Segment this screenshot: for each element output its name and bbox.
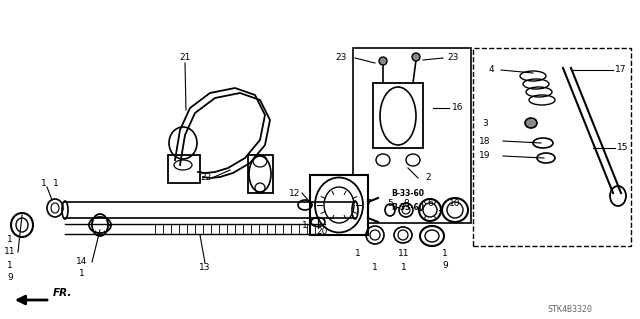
Text: 5: 5 bbox=[387, 198, 393, 207]
Text: 18: 18 bbox=[479, 137, 491, 145]
Text: 10: 10 bbox=[449, 198, 461, 207]
Text: 7: 7 bbox=[365, 198, 371, 207]
Text: 1: 1 bbox=[355, 249, 361, 257]
Text: 1: 1 bbox=[7, 235, 13, 244]
Text: 9: 9 bbox=[442, 261, 448, 270]
Text: 23: 23 bbox=[447, 54, 459, 63]
Ellipse shape bbox=[525, 118, 537, 128]
Text: 19: 19 bbox=[479, 152, 491, 160]
Text: 3: 3 bbox=[482, 118, 488, 128]
Text: B-33-60: B-33-60 bbox=[392, 203, 424, 212]
Bar bbox=[373, 83, 423, 148]
Text: FR.: FR. bbox=[53, 288, 72, 298]
Text: 14: 14 bbox=[76, 257, 88, 266]
Text: 2: 2 bbox=[425, 174, 431, 182]
Bar bbox=[353, 48, 471, 223]
Text: 6: 6 bbox=[427, 198, 433, 207]
Text: 1: 1 bbox=[79, 270, 85, 278]
Ellipse shape bbox=[412, 53, 420, 61]
Text: 1: 1 bbox=[372, 263, 378, 271]
Text: 15: 15 bbox=[617, 144, 628, 152]
Text: 1: 1 bbox=[401, 263, 407, 271]
Text: 20: 20 bbox=[316, 227, 328, 236]
Bar bbox=[248, 155, 273, 193]
Ellipse shape bbox=[379, 57, 387, 65]
Text: 11: 11 bbox=[398, 249, 410, 257]
Text: 1: 1 bbox=[7, 261, 13, 270]
Bar bbox=[168, 155, 200, 183]
Text: 4: 4 bbox=[488, 65, 494, 75]
Text: 22: 22 bbox=[200, 174, 212, 182]
Text: 12: 12 bbox=[289, 189, 301, 197]
Text: 9: 9 bbox=[7, 272, 13, 281]
Text: 21: 21 bbox=[179, 54, 191, 63]
Text: B-33-60: B-33-60 bbox=[392, 189, 424, 198]
Text: 23: 23 bbox=[335, 54, 347, 63]
Text: 1: 1 bbox=[302, 220, 308, 229]
Text: 11: 11 bbox=[4, 248, 16, 256]
Text: 1: 1 bbox=[53, 179, 59, 188]
Text: 1: 1 bbox=[41, 179, 47, 188]
Text: STK4B3320: STK4B3320 bbox=[547, 306, 593, 315]
Bar bbox=[473, 48, 631, 246]
Text: 1: 1 bbox=[442, 249, 448, 257]
Text: 16: 16 bbox=[452, 103, 464, 113]
Text: 13: 13 bbox=[199, 263, 211, 271]
Bar bbox=[310, 175, 368, 235]
Text: 8: 8 bbox=[403, 198, 409, 207]
Text: 17: 17 bbox=[615, 65, 627, 75]
